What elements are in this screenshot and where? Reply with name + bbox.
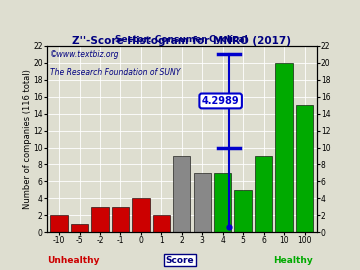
Y-axis label: Number of companies (116 total): Number of companies (116 total)	[23, 69, 32, 209]
Bar	[214, 173, 231, 232]
Bar	[50, 215, 68, 232]
Bar	[71, 224, 88, 232]
Text: ©www.textbiz.org: ©www.textbiz.org	[50, 50, 119, 59]
Text: Healthy: Healthy	[274, 256, 313, 265]
Bar	[194, 173, 211, 232]
Bar	[91, 207, 109, 232]
Bar	[275, 63, 293, 232]
Bar	[173, 156, 190, 232]
Bar	[255, 156, 272, 232]
Text: Score: Score	[166, 256, 194, 265]
Text: Sector: Consumer Cyclical: Sector: Consumer Cyclical	[116, 35, 248, 44]
Bar	[112, 207, 129, 232]
Text: Unhealthy: Unhealthy	[47, 256, 99, 265]
Bar	[234, 190, 252, 232]
Text: 4.2989: 4.2989	[202, 96, 239, 106]
Text: The Research Foundation of SUNY: The Research Foundation of SUNY	[50, 68, 180, 77]
Title: Z''-Score Histogram for MNRO (2017): Z''-Score Histogram for MNRO (2017)	[72, 36, 291, 46]
Bar	[132, 198, 150, 232]
Bar	[296, 105, 313, 232]
Bar	[153, 215, 170, 232]
